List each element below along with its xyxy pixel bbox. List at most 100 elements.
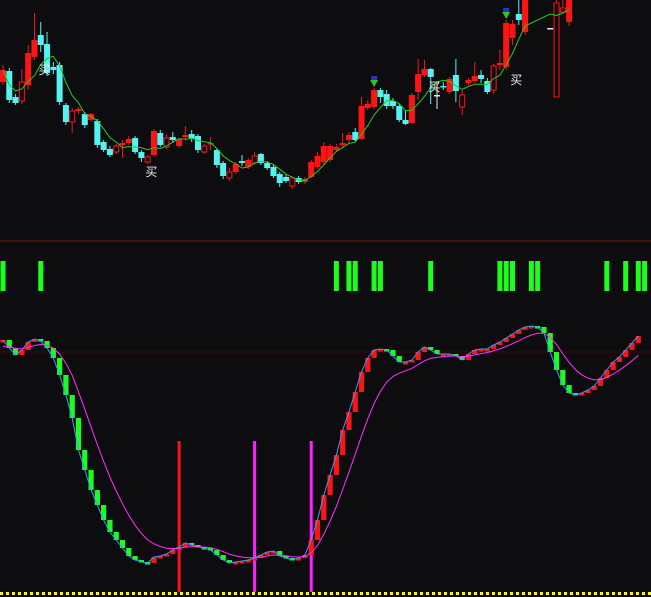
signal-bar (497, 261, 503, 291)
candle[interactable] (371, 88, 378, 109)
candle[interactable] (389, 98, 396, 109)
candle[interactable] (132, 136, 139, 154)
candle[interactable] (364, 100, 371, 110)
candle[interactable] (547, 28, 554, 30)
candle[interactable] (308, 160, 315, 178)
candle[interactable] (333, 144, 340, 152)
candle[interactable] (201, 144, 208, 154)
candle[interactable] (471, 62, 478, 83)
candle[interactable] (402, 110, 409, 125)
candle[interactable] (18, 69, 25, 104)
candle[interactable] (509, 20, 516, 45)
candle[interactable] (484, 78, 491, 94)
candle[interactable] (163, 134, 170, 149)
candle[interactable] (31, 13, 38, 60)
candle[interactable] (239, 155, 246, 166)
candle[interactable] (56, 62, 63, 105)
candle[interactable] (503, 20, 510, 70)
candle-body (471, 76, 478, 81)
candle[interactable] (452, 59, 459, 102)
candle[interactable] (213, 148, 220, 168)
candle[interactable] (345, 132, 352, 143)
indicator-bar (258, 555, 264, 558)
candle[interactable] (25, 45, 32, 90)
candle[interactable] (446, 77, 453, 94)
candle[interactable] (421, 60, 428, 77)
indicator-bar (264, 552, 270, 555)
candle[interactable] (377, 88, 384, 103)
candle[interactable] (100, 140, 107, 152)
indicator-bar (88, 470, 94, 490)
candle[interactable] (327, 144, 334, 162)
candle[interactable] (434, 83, 441, 109)
indicator-bar (377, 349, 383, 352)
candle[interactable] (176, 138, 183, 148)
indicator-bar (38, 339, 44, 342)
candle[interactable] (182, 126, 189, 140)
candle-body (62, 105, 69, 122)
candle[interactable] (478, 70, 485, 83)
candle[interactable] (106, 146, 113, 157)
signal-bar (623, 261, 629, 291)
indicator-bar (371, 350, 377, 358)
candle[interactable] (358, 97, 365, 140)
candle[interactable] (522, 0, 529, 35)
candle[interactable] (138, 150, 145, 162)
candle[interactable] (81, 112, 88, 128)
candle[interactable] (383, 90, 390, 109)
candle[interactable] (125, 136, 132, 145)
candle[interactable] (276, 172, 283, 187)
signal-bar (604, 261, 610, 291)
candle[interactable] (0, 65, 6, 85)
candle[interactable] (62, 103, 69, 125)
signal-bar (377, 261, 383, 291)
candle[interactable] (352, 128, 359, 142)
signal-panel[interactable] (0, 261, 648, 291)
candle[interactable] (157, 130, 164, 147)
candle[interactable] (408, 93, 415, 124)
indicator-bar (434, 350, 440, 354)
candle[interactable] (207, 137, 214, 150)
down-arrow-marker-icon (502, 8, 511, 19)
candle[interactable] (169, 132, 176, 143)
candle[interactable] (113, 144, 120, 154)
signal-bar (38, 261, 44, 291)
candle[interactable] (94, 119, 101, 148)
price-panel[interactable]: 买买买买 (0, 0, 573, 189)
candle[interactable] (314, 152, 321, 169)
indicator-panel[interactable] (0, 325, 641, 592)
candle[interactable] (144, 155, 151, 164)
candle[interactable] (69, 108, 76, 133)
candle[interactable] (415, 59, 422, 100)
candle[interactable] (496, 50, 503, 70)
candle[interactable] (396, 104, 403, 122)
candle[interactable] (427, 68, 434, 104)
candle[interactable] (270, 165, 277, 178)
candle[interactable] (226, 168, 233, 181)
candle[interactable] (12, 94, 19, 105)
candle-body (320, 146, 327, 162)
candle[interactable] (465, 78, 472, 85)
candle[interactable] (75, 107, 82, 114)
candle[interactable] (37, 22, 44, 52)
candle[interactable] (289, 176, 296, 189)
candle[interactable] (566, 0, 573, 26)
candle[interactable] (440, 82, 447, 90)
candle[interactable] (459, 90, 466, 115)
candle[interactable] (50, 62, 57, 74)
candle[interactable] (515, 0, 522, 25)
candle[interactable] (119, 140, 126, 158)
candle[interactable] (559, 0, 566, 14)
candle[interactable] (194, 134, 201, 153)
candle[interactable] (283, 174, 290, 183)
candle[interactable] (88, 113, 95, 122)
candle[interactable] (320, 142, 327, 164)
candle[interactable] (150, 129, 157, 156)
candle[interactable] (188, 130, 195, 142)
candle[interactable] (257, 153, 264, 165)
candle[interactable] (553, 0, 560, 98)
candle[interactable] (339, 133, 346, 147)
candle[interactable] (220, 161, 227, 179)
candle-body (377, 90, 384, 97)
